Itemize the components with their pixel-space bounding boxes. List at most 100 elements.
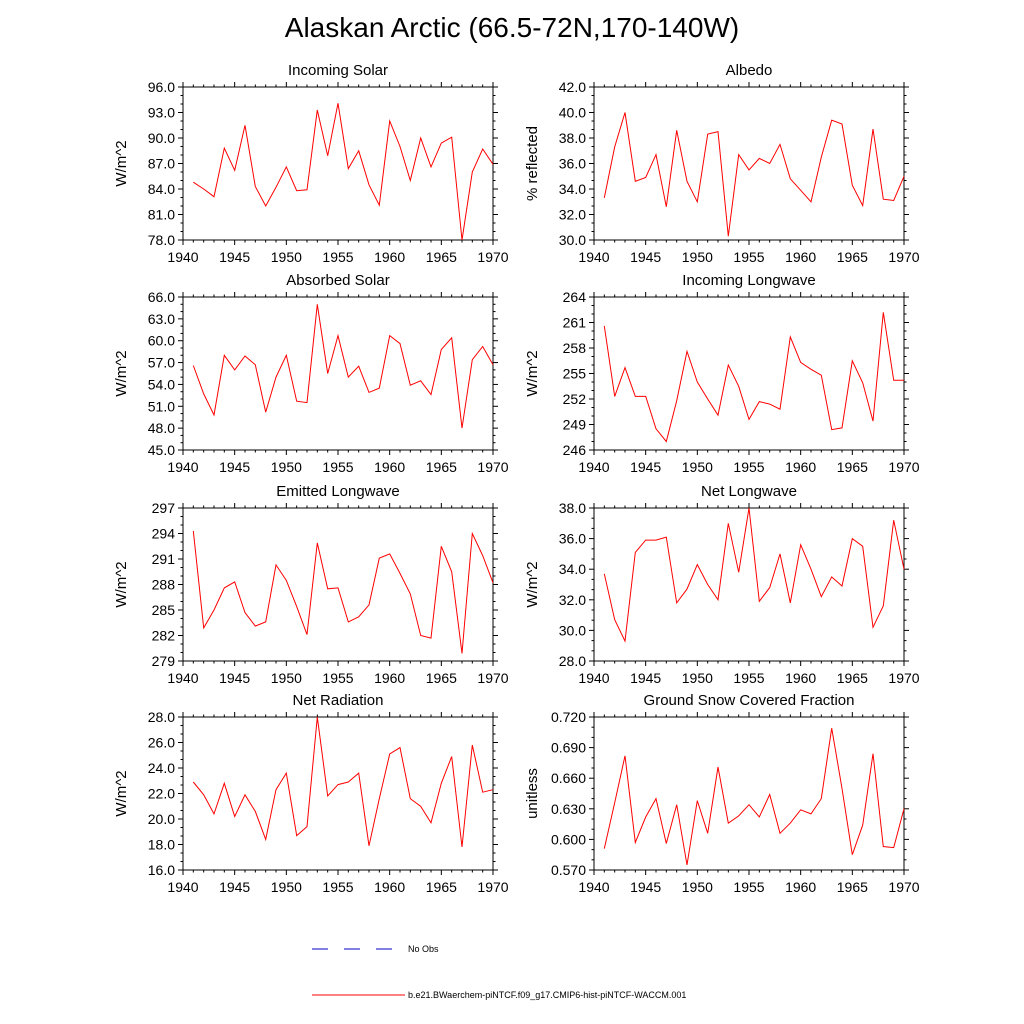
y-tick-label-net-radiation: 16.0 [148, 862, 175, 878]
x-tick-label-ground-snow-covered-fraction: 1960 [785, 879, 816, 895]
chart-title-net-longwave: Net Longwave [701, 483, 797, 500]
x-tick-label-albedo: 1955 [733, 249, 764, 265]
x-tick-label-incoming-longwave: 1940 [578, 459, 609, 475]
x-tick-label-ground-snow-covered-fraction: 1940 [578, 879, 609, 895]
legend: No Obs b.e21.BWaerchem-piNTCF.f09_g17.CM… [312, 944, 686, 1000]
y-tick-label-emitted-longwave: 297 [152, 500, 176, 516]
chart-title-albedo: Albedo [726, 62, 773, 79]
x-tick-label-net-radiation: 1965 [426, 879, 457, 895]
y-axis-label-albedo: % reflected [524, 126, 541, 201]
y-tick-label-net-longwave: 30.0 [559, 622, 586, 638]
y-axis-label-incoming-solar: W/m^2 [113, 140, 130, 186]
figure-title: Alaskan Arctic (66.5-72N,170-140W) [284, 12, 740, 43]
x-tick-label-net-longwave: 1965 [837, 670, 868, 686]
plot-frame-incoming-solar [182, 86, 494, 241]
chart-panels: Incoming Solar W/m^2 1940 1945 1950 1955 1960 1… [113, 62, 920, 895]
x-tick-label-incoming-solar: 1940 [167, 249, 198, 265]
x-tick-label-emitted-longwave: 1945 [219, 670, 250, 686]
x-tick-label-incoming-longwave: 1965 [837, 459, 868, 475]
y-tick-label-absorbed-solar: 54.0 [148, 376, 175, 392]
y-tick-label-net-longwave: 32.0 [559, 592, 586, 608]
chart-albedo: Albedo % reflected 1940 1945 1950 1955 1960 196… [524, 62, 920, 265]
y-tick-label-incoming-solar: 78.0 [148, 232, 175, 248]
y-tick-label-net-longwave: 38.0 [559, 500, 586, 516]
x-tick-label-incoming-solar: 1945 [219, 249, 250, 265]
y-tick-label-net-radiation: 18.0 [148, 837, 175, 853]
y-tick-label-emitted-longwave: 279 [152, 653, 176, 669]
chart-title-emitted-longwave: Emitted Longwave [276, 483, 399, 500]
y-tick-label-incoming-solar: 93.0 [148, 105, 175, 121]
chart-emitted-longwave: Emitted Longwave W/m^2 1940 1945 1950 1955 196… [113, 483, 509, 686]
y-tick-label-absorbed-solar: 48.0 [148, 420, 175, 436]
y-tick-label-albedo: 38.0 [559, 130, 586, 146]
y-tick-label-albedo: 42.0 [559, 79, 586, 95]
chart-ground-snow-covered-fraction: Ground Snow Covered Fraction unitless 1940… [524, 692, 920, 895]
y-tick-label-absorbed-solar: 60.0 [148, 333, 175, 349]
y-tick-label-ground-snow-covered-fraction: 0.630 [551, 801, 586, 817]
y-tick-label-incoming-longwave: 252 [563, 391, 587, 407]
x-tick-label-net-longwave: 1955 [733, 670, 764, 686]
y-tick-label-net-radiation: 26.0 [148, 735, 175, 751]
plot-frame-net-longwave [593, 507, 905, 662]
y-tick-label-absorbed-solar: 45.0 [148, 442, 175, 458]
x-tick-label-ground-snow-covered-fraction: 1950 [682, 879, 713, 895]
y-tick-label-incoming-longwave: 258 [563, 340, 587, 356]
y-tick-label-incoming-solar: 90.0 [148, 130, 175, 146]
y-tick-label-albedo: 36.0 [559, 156, 586, 172]
y-tick-label-incoming-solar: 87.0 [148, 156, 175, 172]
y-tick-label-albedo: 40.0 [559, 105, 586, 121]
x-tick-label-emitted-longwave: 1955 [322, 670, 353, 686]
x-tick-label-ground-snow-covered-fraction: 1970 [888, 879, 919, 895]
x-tick-label-net-longwave: 1950 [682, 670, 713, 686]
y-tick-label-net-radiation: 22.0 [148, 786, 175, 802]
y-tick-label-ground-snow-covered-fraction: 0.690 [551, 740, 586, 756]
y-tick-label-emitted-longwave: 291 [152, 551, 176, 567]
chart-net-radiation: Net Radiation W/m^2 1940 1945 1950 1955 1960 19… [113, 692, 509, 895]
y-tick-label-net-longwave: 36.0 [559, 531, 586, 547]
x-tick-label-net-radiation: 1950 [271, 879, 302, 895]
y-tick-label-net-radiation: 20.0 [148, 811, 175, 827]
y-tick-label-net-longwave: 28.0 [559, 653, 586, 669]
y-axis-label-incoming-longwave: W/m^2 [524, 350, 541, 396]
series-line-net-radiation [192, 716, 494, 848]
plot-frame-albedo [593, 86, 905, 241]
y-axis-label-net-longwave: W/m^2 [524, 561, 541, 607]
legend-label-model-run: b.e21.BWaerchem-piNTCF.f09_g17.CMIP6-his… [408, 990, 686, 1000]
x-tick-label-incoming-solar: 1955 [322, 249, 353, 265]
legend-label-no-obs: No Obs [408, 944, 439, 954]
x-tick-label-net-longwave: 1960 [785, 670, 816, 686]
x-tick-label-incoming-solar: 1960 [374, 249, 405, 265]
y-tick-label-incoming-solar: 84.0 [148, 181, 175, 197]
y-axis-label-ground-snow-covered-fraction: unitless [524, 768, 541, 819]
x-tick-label-emitted-longwave: 1970 [477, 670, 508, 686]
chart-incoming-solar: Incoming Solar W/m^2 1940 1945 1950 1955 1960 1… [113, 62, 509, 265]
y-tick-label-net-longwave: 34.0 [559, 561, 586, 577]
chart-title-incoming-solar: Incoming Solar [288, 62, 388, 79]
y-tick-label-net-radiation: 28.0 [148, 709, 175, 725]
plot-frame-absorbed-solar [182, 296, 494, 451]
x-tick-label-emitted-longwave: 1965 [426, 670, 457, 686]
y-tick-label-incoming-longwave: 255 [563, 366, 587, 382]
y-axis-label-net-radiation: W/m^2 [113, 770, 130, 816]
x-tick-label-net-longwave: 1940 [578, 670, 609, 686]
y-tick-label-incoming-solar: 81.0 [148, 207, 175, 223]
x-tick-label-absorbed-solar: 1945 [219, 459, 250, 475]
chart-absorbed-solar: Absorbed Solar W/m^2 1940 1945 1950 1955 1960 1… [113, 272, 509, 475]
series-line-albedo [603, 112, 905, 237]
x-tick-label-albedo: 1970 [888, 249, 919, 265]
x-tick-label-net-radiation: 1940 [167, 879, 198, 895]
x-tick-label-albedo: 1960 [785, 249, 816, 265]
x-tick-label-net-longwave: 1970 [888, 670, 919, 686]
y-tick-label-emitted-longwave: 288 [152, 577, 176, 593]
y-axis-label-absorbed-solar: W/m^2 [113, 350, 130, 396]
chart-title-incoming-longwave: Incoming Longwave [682, 272, 815, 289]
y-tick-label-incoming-longwave: 264 [563, 289, 587, 305]
x-tick-label-albedo: 1950 [682, 249, 713, 265]
y-tick-label-ground-snow-covered-fraction: 0.600 [551, 831, 586, 847]
y-tick-label-albedo: 30.0 [559, 232, 586, 248]
x-tick-label-albedo: 1965 [837, 249, 868, 265]
y-tick-label-incoming-longwave: 261 [563, 315, 587, 331]
x-tick-label-absorbed-solar: 1955 [322, 459, 353, 475]
x-tick-label-incoming-solar: 1965 [426, 249, 457, 265]
